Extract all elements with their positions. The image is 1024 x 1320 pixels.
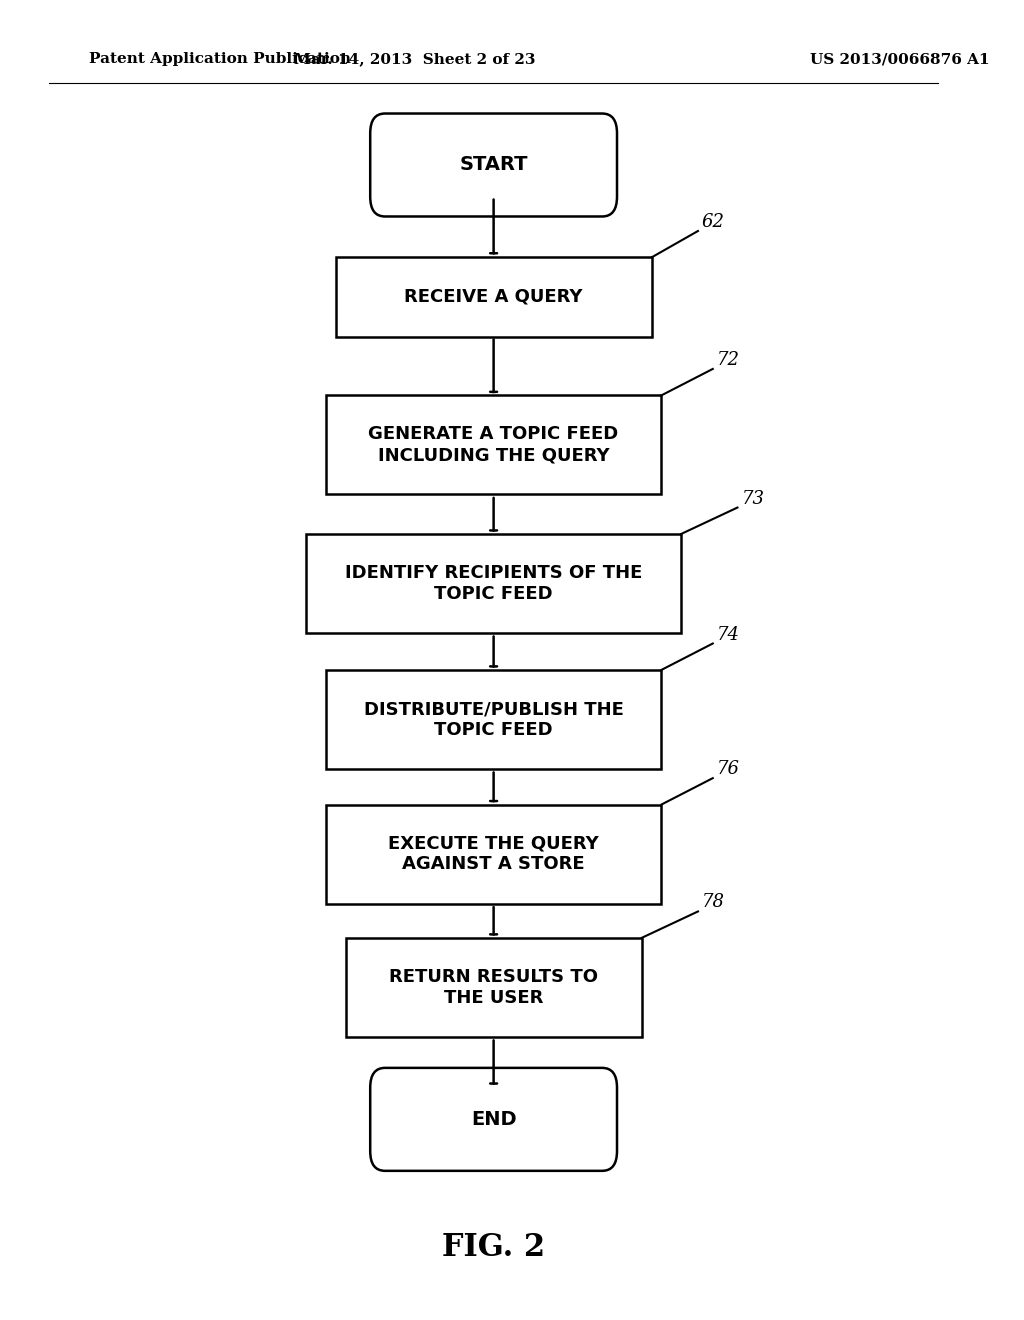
Text: END: END — [471, 1110, 516, 1129]
Text: 74: 74 — [717, 626, 739, 644]
FancyBboxPatch shape — [371, 1068, 617, 1171]
Text: IDENTIFY RECIPIENTS OF THE
TOPIC FEED: IDENTIFY RECIPIENTS OF THE TOPIC FEED — [345, 564, 642, 603]
Text: 73: 73 — [741, 490, 764, 507]
Text: 62: 62 — [701, 213, 725, 231]
Text: START: START — [460, 156, 527, 174]
Text: RETURN RESULTS TO
THE USER: RETURN RESULTS TO THE USER — [389, 968, 598, 1007]
Text: DISTRIBUTE/PUBLISH THE
TOPIC FEED: DISTRIBUTE/PUBLISH THE TOPIC FEED — [364, 700, 624, 739]
Text: US 2013/0066876 A1: US 2013/0066876 A1 — [810, 53, 989, 66]
FancyBboxPatch shape — [326, 396, 662, 494]
Text: 76: 76 — [717, 760, 739, 777]
Text: GENERATE A TOPIC FEED
INCLUDING THE QUERY: GENERATE A TOPIC FEED INCLUDING THE QUER… — [369, 425, 618, 465]
FancyBboxPatch shape — [336, 257, 651, 337]
FancyBboxPatch shape — [306, 533, 681, 632]
FancyBboxPatch shape — [326, 804, 662, 903]
Text: Mar. 14, 2013  Sheet 2 of 23: Mar. 14, 2013 Sheet 2 of 23 — [294, 53, 536, 66]
Text: RECEIVE A QUERY: RECEIVE A QUERY — [404, 288, 583, 306]
Text: 78: 78 — [701, 894, 725, 911]
FancyBboxPatch shape — [345, 937, 642, 1038]
FancyBboxPatch shape — [371, 114, 617, 216]
FancyBboxPatch shape — [326, 671, 662, 768]
Text: Patent Application Publication: Patent Application Publication — [89, 53, 351, 66]
Text: 72: 72 — [717, 351, 739, 368]
Text: EXECUTE THE QUERY
AGAINST A STORE: EXECUTE THE QUERY AGAINST A STORE — [388, 834, 599, 874]
Text: FIG. 2: FIG. 2 — [442, 1232, 545, 1263]
